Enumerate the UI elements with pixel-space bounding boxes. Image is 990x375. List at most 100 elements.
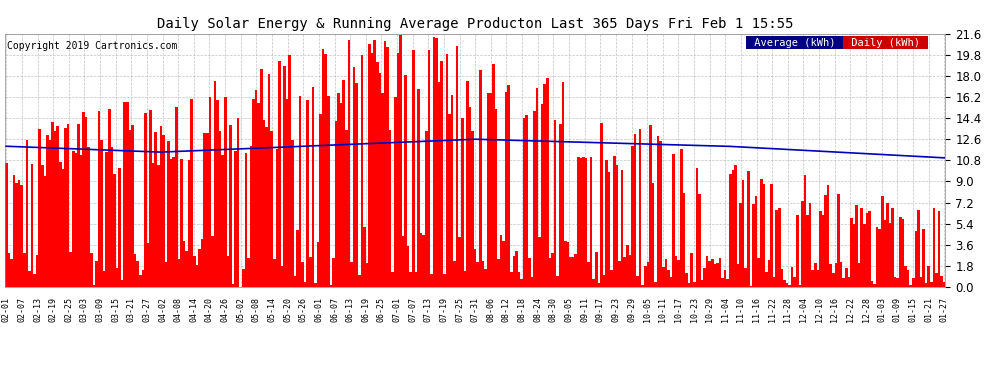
Bar (15, 183, 18, 287)
Bar (701, 280, 703, 287)
Bar (942, 282, 945, 287)
Bar (216, 100, 219, 287)
Bar (172, 156, 175, 287)
Bar (270, 131, 273, 287)
Bar (381, 93, 384, 287)
Bar (930, 282, 933, 287)
Bar (151, 164, 154, 287)
Bar (430, 274, 433, 287)
Bar (245, 153, 248, 287)
Bar (698, 194, 701, 287)
Bar (425, 130, 428, 287)
Bar (365, 263, 368, 287)
Bar (796, 214, 799, 287)
Bar (618, 261, 621, 287)
Bar (206, 134, 209, 287)
Bar (667, 270, 670, 287)
Bar (188, 160, 190, 287)
Bar (352, 67, 355, 287)
Bar (248, 258, 249, 287)
Bar (651, 183, 654, 287)
Bar (373, 40, 376, 287)
Bar (670, 277, 672, 287)
Bar (249, 146, 252, 287)
Bar (299, 96, 301, 287)
Bar (536, 88, 539, 287)
Bar (227, 256, 229, 287)
Bar (235, 151, 237, 287)
Bar (838, 194, 840, 287)
Bar (147, 243, 149, 287)
Bar (378, 73, 381, 287)
Bar (780, 269, 783, 287)
Bar (631, 147, 634, 287)
Bar (325, 54, 327, 287)
Bar (897, 278, 899, 287)
Bar (278, 61, 280, 287)
Bar (526, 115, 528, 287)
Bar (752, 204, 754, 287)
Bar (139, 275, 142, 287)
Bar (662, 267, 664, 287)
Bar (149, 110, 151, 287)
Bar (90, 253, 92, 287)
Bar (77, 124, 79, 287)
Bar (531, 278, 534, 287)
Bar (608, 172, 611, 287)
Bar (175, 107, 177, 287)
Bar (116, 268, 119, 287)
Bar (397, 53, 399, 287)
Bar (92, 285, 95, 287)
Bar (222, 155, 224, 287)
Bar (574, 254, 577, 287)
Bar (389, 130, 391, 287)
Bar (644, 266, 646, 287)
Bar (433, 37, 436, 287)
Bar (479, 70, 482, 287)
Bar (134, 254, 137, 287)
Bar (201, 239, 203, 287)
Bar (124, 102, 126, 287)
Bar (489, 93, 492, 287)
Bar (786, 284, 788, 287)
Bar (566, 242, 569, 287)
Bar (534, 111, 536, 287)
Bar (724, 270, 727, 287)
Bar (515, 251, 518, 287)
Bar (286, 99, 288, 287)
Bar (801, 201, 804, 287)
Bar (283, 66, 286, 287)
Bar (740, 204, 742, 287)
Bar (145, 114, 147, 287)
Bar (23, 253, 26, 287)
Bar (626, 245, 629, 287)
Bar (162, 135, 164, 287)
Bar (399, 35, 402, 287)
Bar (899, 217, 902, 287)
Bar (852, 224, 855, 287)
Bar (47, 135, 49, 287)
Bar (463, 271, 466, 287)
Bar (87, 147, 90, 287)
Bar (891, 209, 894, 287)
Bar (28, 271, 31, 287)
Bar (487, 93, 489, 287)
Bar (448, 114, 450, 287)
Bar (386, 47, 389, 287)
Bar (450, 94, 453, 287)
Bar (639, 129, 642, 287)
Bar (742, 180, 744, 287)
Bar (675, 256, 677, 287)
Bar (873, 284, 876, 287)
Bar (428, 50, 430, 287)
Bar (603, 275, 605, 287)
Bar (806, 215, 809, 287)
Bar (95, 261, 98, 287)
Bar (664, 259, 667, 287)
Bar (41, 165, 44, 287)
Text: Copyright 2019 Cartronics.com: Copyright 2019 Cartronics.com (7, 41, 177, 51)
Bar (333, 258, 335, 287)
Bar (830, 264, 832, 287)
Bar (347, 40, 350, 287)
Bar (508, 85, 510, 287)
